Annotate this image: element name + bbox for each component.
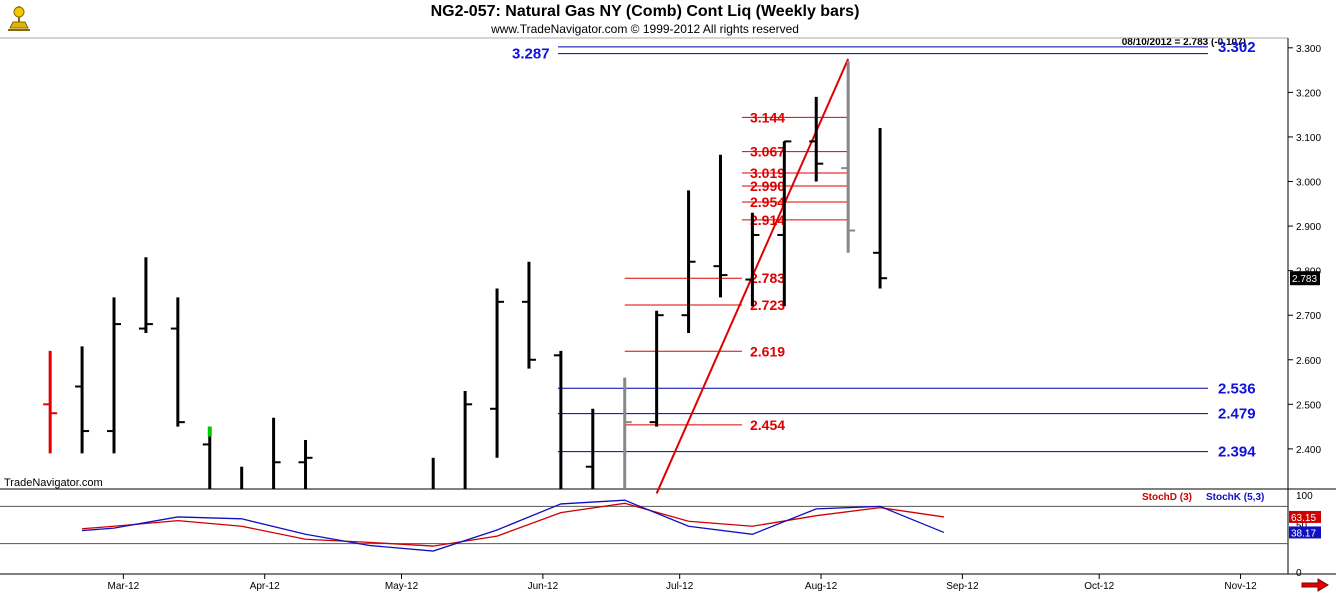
projection-level-label: 2.394 <box>1218 444 1256 461</box>
projection-level-label: 2.536 <box>1218 380 1256 397</box>
stoch-value-label: 63.15 <box>1291 513 1316 524</box>
copyright-text: www.TradeNavigator.com © 1999-2012 All r… <box>491 22 799 36</box>
price-tick-label: 2.600 <box>1296 356 1321 367</box>
chart-title: NG2-057: Natural Gas NY (Comb) Cont Liq … <box>430 3 860 20</box>
fib-level-label: 2.619 <box>750 343 785 359</box>
legend-stochk: StochK (5,3) <box>1206 492 1265 503</box>
right-arrow-icon[interactable] <box>1300 578 1330 592</box>
current-price-label: 2.783 <box>1292 274 1317 285</box>
time-tick-label: Nov-12 <box>1224 581 1257 592</box>
fib-level-label: 2.783 <box>750 270 785 286</box>
price-tick-label: 2.700 <box>1296 311 1321 322</box>
time-tick-label: Mar-12 <box>108 581 140 592</box>
current-price-box <box>1290 271 1320 286</box>
price-tick-label: 3.200 <box>1296 88 1321 99</box>
price-tick-label: 2.400 <box>1296 445 1321 456</box>
time-tick-label: May-12 <box>385 581 419 592</box>
time-tick-label: Jun-12 <box>528 581 559 592</box>
time-tick-label: Oct-12 <box>1084 581 1114 592</box>
last-price-status: 08/10/2012 = 2.783 (-0.107) <box>1121 37 1246 48</box>
time-tick-label: Jul-12 <box>666 581 694 592</box>
price-tick-label: 2.500 <box>1296 400 1321 411</box>
trading-navigator-logo-icon[interactable] <box>4 2 34 34</box>
projection-level-label: 3.302 <box>1218 39 1256 56</box>
projection-level-label: 3.287 <box>512 46 550 63</box>
fib-level-label: 3.067 <box>750 144 785 160</box>
watermark-text: TradeNavigator.com <box>4 477 103 489</box>
projection-level-label: 2.479 <box>1218 406 1256 423</box>
stoch-value-box <box>1289 526 1321 539</box>
stoch-series-line <box>82 499 945 552</box>
fib-level-label: 2.954 <box>750 194 785 210</box>
price-tick-label: 3.100 <box>1296 133 1321 144</box>
stoch-series-line <box>82 502 945 547</box>
legend-stochd: StochD (3) <box>1142 492 1192 503</box>
fib-level-label: 3.144 <box>750 109 785 125</box>
price-tick-label: 3.000 <box>1296 178 1321 189</box>
stoch-value-box <box>1289 510 1321 523</box>
price-tick-label: 2.900 <box>1296 222 1321 233</box>
stoch-tick-label: 0 <box>1296 568 1302 579</box>
fib-level-label: 2.990 <box>750 178 785 194</box>
stoch-value-label: 38.17 <box>1291 528 1316 539</box>
fib-level-label: 2.723 <box>750 297 785 313</box>
fib-level-label: 2.454 <box>750 417 785 433</box>
time-tick-label: Sep-12 <box>946 581 979 592</box>
price-tick-label: 3.300 <box>1296 44 1321 55</box>
time-tick-label: Aug-12 <box>805 581 838 592</box>
time-tick-label: Apr-12 <box>250 581 280 592</box>
stoch-tick-label: 100 <box>1296 491 1313 502</box>
fib-level-label: 3.019 <box>750 165 785 181</box>
